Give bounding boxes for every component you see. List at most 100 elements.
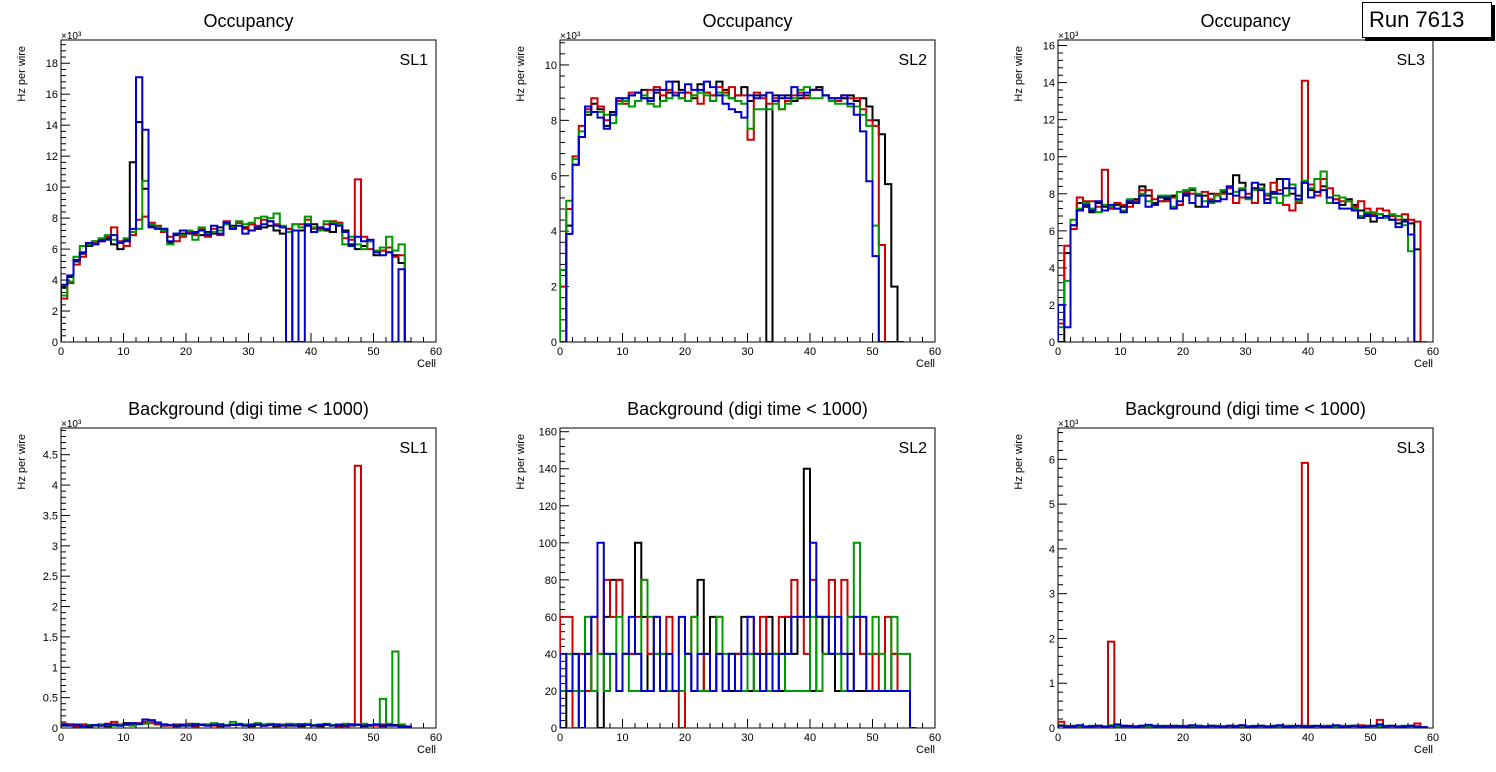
x-tick-label: 30 [242,346,254,358]
y-tick-label: 8 [1049,189,1055,201]
x-tick-label: 50 [367,732,379,744]
y-tick-label: 40 [545,649,557,661]
x-tick-label: 30 [741,346,753,358]
y-tick-label: 1.5 [43,632,58,644]
series-red-line [61,178,411,342]
y-tick-label: 0 [551,337,557,349]
y-tick-label: 18 [46,58,58,70]
x-tick-label: 40 [305,732,317,744]
y-exponent-label: ×10³ [61,419,82,430]
superlayer-label: SL2 [899,440,928,457]
x-tick-label: 40 [305,346,317,358]
y-tick-label: 6 [551,171,557,183]
superlayer-label: SL3 [1397,440,1426,457]
series-black-line [61,121,411,342]
x-tick-label: 20 [679,346,691,358]
x-tick-label: 60 [929,732,941,744]
chart-panel-4: Background (digi time < 1000)0 10 20 30 40 50… [16,399,442,756]
x-tick-label: 10 [616,732,628,744]
y-tick-label: 4.5 [43,450,58,462]
y-tick-label: 16 [1043,41,1055,53]
series-group [61,76,411,342]
run-label: Run 7613 [1369,7,1465,32]
x-tick-label: 0 [1055,732,1061,744]
x-tick-label: 30 [1239,732,1251,744]
y-tick-label: 0 [52,337,58,349]
y-axis-label: Hz per wire [16,46,28,102]
x-tick-label: 30 [1239,346,1251,358]
x-tick-label: 10 [1114,346,1126,358]
x-tick-label: 60 [1427,732,1439,744]
y-tick-label: 20 [545,686,557,698]
y-axis-label: Hz per wire [515,46,527,102]
x-axis-label: Cell [916,744,935,756]
chart-title: Occupancy [702,11,792,31]
superlayer-label: SL1 [400,440,429,457]
run-label-box: Run 7613 [1362,2,1492,38]
x-tick-label: 60 [430,732,442,744]
y-axis-label: Hz per wire [515,434,527,490]
chart-title: Occupancy [203,11,293,31]
x-tick-label: 20 [1177,346,1189,358]
x-tick-label: 40 [804,732,816,744]
y-tick-label: 0 [52,723,58,735]
series-group [1058,461,1428,728]
x-tick-label: 10 [117,346,129,358]
series-black-line [560,467,917,728]
y-tick-label: 4 [52,480,58,492]
y-tick-label: 6 [52,244,58,256]
y-tick-label: 3 [1049,589,1055,601]
x-tick-label: 0 [557,732,563,744]
y-tick-label: 12 [1043,115,1055,127]
series-black-line [560,80,904,342]
x-tick-label: 10 [1114,732,1126,744]
y-tick-label: 14 [1043,78,1055,90]
x-tick-label: 30 [741,732,753,744]
y-tick-label: 0 [1049,723,1055,735]
y-tick-label: 8 [52,213,58,225]
y-tick-label: 10 [545,60,557,72]
y-tick-label: 5 [1049,499,1055,511]
x-tick-label: 0 [58,346,64,358]
chart-title: Background (digi time < 1000) [128,399,369,419]
y-exponent-label: ×10³ [1058,419,1079,430]
series-blue-line [560,80,904,342]
plot-frame [60,39,437,343]
series-red-line [61,464,412,728]
y-tick-label: 14 [46,120,58,132]
x-tick-label: 10 [117,732,129,744]
y-tick-label: 1 [52,662,58,674]
series-black-line [1058,174,1427,342]
series-green-line [61,650,412,728]
y-tick-label: 16 [46,89,58,101]
series-green-line [560,541,917,728]
y-tick-label: 0.5 [43,693,58,705]
series-blue-line [1058,723,1428,728]
y-tick-label: 100 [539,538,557,550]
y-tick-label: 2 [52,306,58,318]
y-tick-label: 60 [545,612,557,624]
y-tick-label: 1 [1049,678,1055,690]
y-exponent-label: ×10³ [1058,31,1079,42]
series-green-line [61,179,411,342]
series-blue-line [560,541,917,728]
y-tick-label: 4 [551,226,557,238]
y-axis-label: Hz per wire [16,434,28,490]
y-tick-label: 2.5 [43,571,58,583]
y-axis-label: Hz per wire [1013,434,1025,490]
superlayer-label: SL3 [1397,52,1426,69]
series-group [560,80,904,342]
series-group [1058,79,1427,342]
y-tick-label: 3.5 [43,510,58,522]
series-blue-line [1058,178,1421,342]
x-tick-label: 10 [616,346,628,358]
series-group [560,467,917,728]
x-axis-label: Cell [417,358,436,370]
x-tick-label: 50 [866,346,878,358]
y-tick-label: 2 [1049,633,1055,645]
y-tick-label: 12 [46,151,58,163]
y-tick-label: 80 [545,575,557,587]
x-tick-label: 20 [679,732,691,744]
